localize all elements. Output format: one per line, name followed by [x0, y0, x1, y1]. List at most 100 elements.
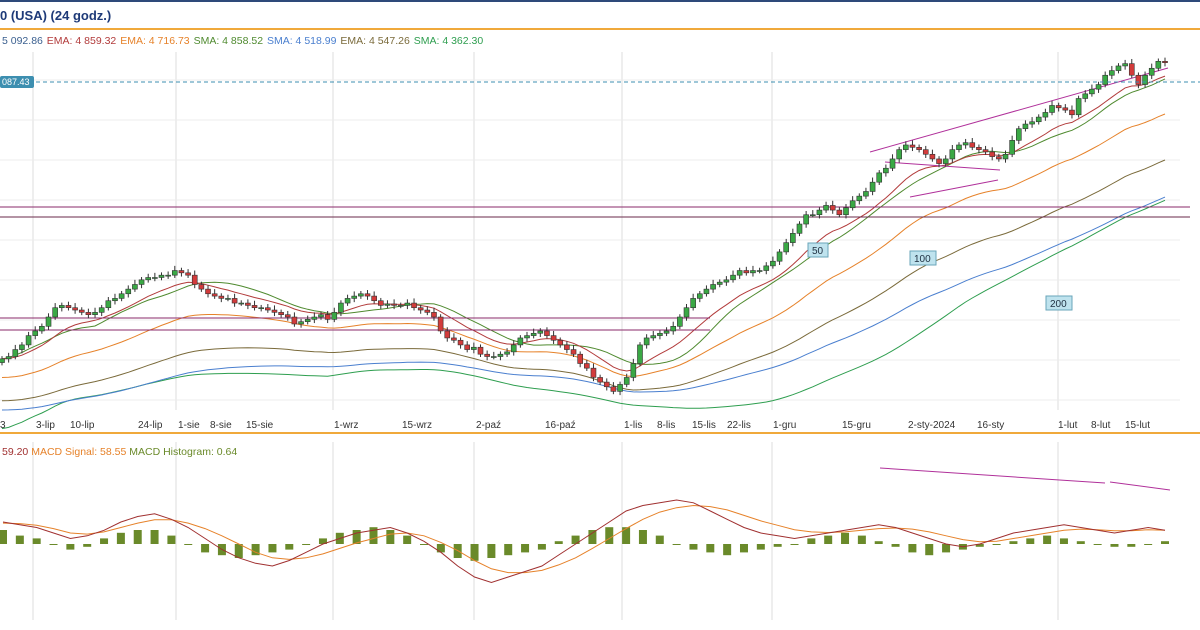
- candle-body-134: [889, 158, 896, 169]
- macd-hist-bar-49: [824, 535, 833, 544]
- candle-body-72: [477, 346, 484, 355]
- candle-body-59: [391, 303, 397, 306]
- candle-body-7: [45, 316, 52, 327]
- candle-body-129: [856, 195, 863, 202]
- candle-body-56: [371, 295, 377, 302]
- candle-body-147: [976, 147, 982, 150]
- candle-body-30: [198, 284, 205, 290]
- candle-body-133: [883, 167, 889, 174]
- candle-body-164: [1089, 88, 1095, 95]
- macd-hist-bar-18: [302, 544, 311, 545]
- ema-mid-line: [1, 113, 1166, 378]
- candle-body-141: [936, 158, 942, 164]
- candle-body-127: [843, 207, 849, 216]
- candle-body-58: [384, 303, 391, 306]
- candle-body-53: [351, 295, 358, 299]
- macd-hist-bar-39: [655, 535, 664, 544]
- x-label-3: 24-lip: [138, 420, 163, 431]
- macd-hist-bar-62: [1043, 535, 1052, 544]
- macd-hist-bar-29: [487, 544, 496, 558]
- candle-body-91: [603, 381, 610, 388]
- candle-body-27: [178, 270, 185, 274]
- macd-hist-bar-3: [49, 544, 58, 545]
- candle-body-105: [696, 293, 703, 299]
- last-price-label: 087.43: [2, 77, 30, 87]
- ma-tag-100: 100: [909, 250, 937, 266]
- candle-body-113: [750, 270, 756, 274]
- candle-body-167: [1109, 70, 1115, 76]
- candle-body-137: [909, 144, 916, 148]
- candle-body-171: [1135, 74, 1142, 85]
- candle-body-108: [716, 281, 723, 285]
- candle-body-43: [284, 314, 291, 318]
- candle-body-152: [1009, 140, 1015, 155]
- candle-body-102: [677, 316, 683, 327]
- candle-body-175: [1162, 60, 1168, 63]
- candle-body-82: [544, 330, 550, 336]
- candle-body-174: [1155, 60, 1162, 69]
- macd-hist-bar-14: [234, 544, 243, 558]
- candle-body-73: [484, 353, 490, 357]
- candle-body-50: [331, 312, 338, 320]
- candle-body-172: [1142, 74, 1148, 85]
- candle-body-66: [437, 316, 444, 332]
- x-label-14: 22-lis: [727, 420, 751, 431]
- candle-body-138: [916, 147, 922, 150]
- candle-body-136: [903, 144, 909, 150]
- candle-body-160: [1062, 107, 1069, 111]
- candle-body-111: [736, 270, 743, 276]
- macd-hist-bar-26: [436, 544, 445, 553]
- candle-body-154: [1022, 123, 1029, 130]
- macd-hist-bar-42: [706, 544, 715, 553]
- candle-body-4: [25, 335, 32, 346]
- candle-body-162: [1075, 98, 1082, 116]
- x-label-8: 15-wrz: [402, 420, 432, 431]
- candle-body-70: [464, 344, 471, 350]
- candle-body-68: [451, 337, 457, 341]
- candle-body-165: [1095, 84, 1102, 90]
- candle-body-46: [304, 319, 311, 322]
- candle-body-44: [291, 316, 298, 325]
- candle-body-42: [278, 312, 284, 315]
- candle-body-146: [969, 142, 976, 148]
- candle-body-157: [1042, 112, 1049, 118]
- candle-body-20: [132, 284, 138, 290]
- candle-body-173: [1148, 67, 1155, 76]
- candle-body-109: [723, 279, 730, 283]
- macd-hist-bar-48: [807, 538, 816, 544]
- candle-body-153: [1015, 128, 1022, 141]
- candle-body-16: [105, 300, 112, 309]
- flag-upper: [884, 161, 1001, 171]
- macd-hist-bar-64: [1076, 541, 1085, 544]
- macd-hist-bar-10: [167, 535, 176, 544]
- ma-tag-50: 50: [807, 242, 829, 258]
- candle-body-12: [78, 309, 85, 313]
- macd-signal-line: [2, 504, 1166, 574]
- candle-body-79: [524, 335, 530, 339]
- macd-hist-bar-55: [925, 544, 934, 556]
- macd-hist-bar-66: [1110, 544, 1119, 547]
- macd-hist-bar-36: [605, 527, 614, 544]
- macd-line: [2, 499, 1166, 584]
- ma-tag-label-100: 100: [914, 254, 931, 265]
- candle-body-25: [165, 274, 171, 277]
- candle-body-100: [663, 330, 670, 334]
- candle-body-40: [265, 307, 271, 311]
- macd-hist-bar-15: [251, 544, 260, 556]
- x-label-1: 3-lip: [36, 420, 55, 431]
- candle-body-24: [158, 274, 165, 278]
- candle-body-96: [637, 344, 643, 364]
- candle-body-48: [318, 314, 324, 318]
- x-label-10: 16-paź: [545, 420, 576, 431]
- candle-body-80: [530, 332, 537, 336]
- x-label-7: 1-wrz: [334, 420, 358, 431]
- candle-body-117: [776, 251, 783, 262]
- candle-body-118: [783, 242, 789, 253]
- candle-body-130: [863, 191, 869, 197]
- macd-value-2: MACD Histogram: 0.64: [129, 446, 238, 458]
- candle-body-2: [12, 349, 19, 357]
- macd-hist-bar-28: [470, 544, 479, 561]
- candle-body-0: [0, 358, 5, 363]
- candle-body-140: [929, 153, 936, 160]
